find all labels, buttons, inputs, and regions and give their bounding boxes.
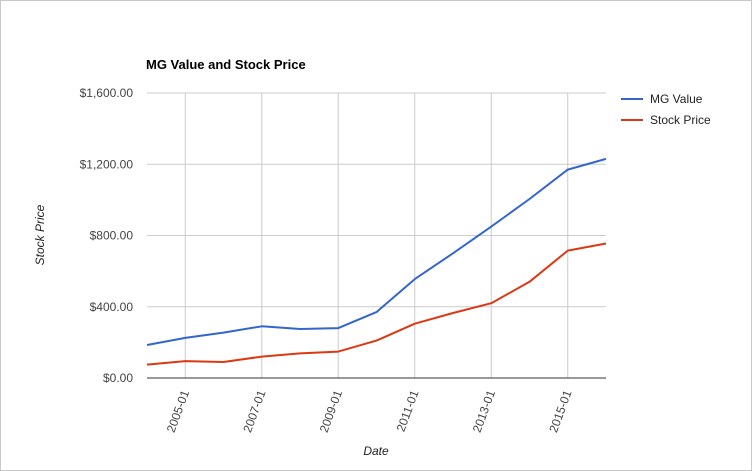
series-line-stock-price [146,242,607,366]
x-tick-label: 2009-01 [317,388,345,434]
y-axis-ticks: $0.00 $400.00 $800.00 $1,200.00 $1,600.00 [80,86,134,385]
y-tick-label: $1,600.00 [80,86,134,100]
series-line-mg-value [146,157,607,346]
y-tick-label: $800.00 [90,229,134,243]
legend: MG Value Stock Price [621,92,711,127]
y-tick-label: $0.00 [103,371,133,385]
legend-label: MG Value [650,92,703,106]
x-tick-label: 2005-01 [164,388,192,434]
y-axis-title: Stock Price [33,204,47,265]
x-axis-title: Date [363,444,389,458]
chart-title: MG Value and Stock Price [146,57,306,72]
y-tick-label: $400.00 [90,300,134,314]
x-tick-label: 2007-01 [240,388,268,434]
series-lines [146,157,607,366]
x-tick-label: 2015-01 [546,388,574,434]
gridlines [147,92,606,378]
x-tick-label: 2013-01 [470,388,498,434]
x-axis-ticks: 2005-01 2007-01 2009-01 2011-01 2013-01 2015-… [164,388,575,434]
x-tick-label: 2011-01 [394,388,422,434]
y-tick-label: $1,200.00 [80,157,134,171]
legend-label: Stock Price [650,113,711,127]
